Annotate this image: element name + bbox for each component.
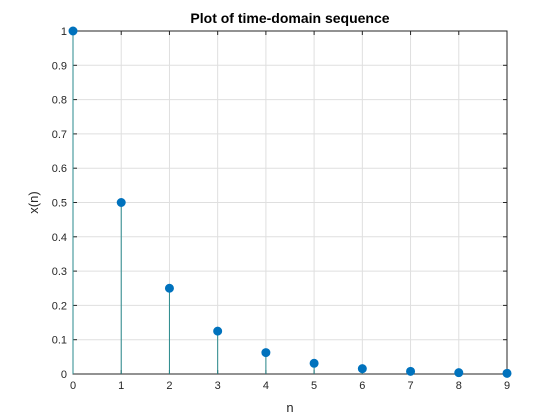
x-tick-label: 4: [263, 380, 269, 392]
stem-marker: [261, 348, 271, 358]
y-tick-label: 0.8: [52, 95, 67, 107]
y-tick-label: 0.1: [52, 335, 67, 347]
x-tick-label: 8: [456, 380, 462, 392]
y-tick-label: 0.9: [52, 60, 67, 72]
x-tick-label: 7: [407, 380, 413, 392]
stem-marker: [164, 283, 174, 293]
stem-marker: [68, 26, 78, 36]
markers: [68, 26, 512, 378]
stem-marker: [357, 364, 367, 374]
y-tick-label: 0: [61, 369, 67, 381]
y-tick-label: 1: [61, 26, 67, 38]
x-tick-label: 0: [70, 380, 76, 392]
x-tick-label: 6: [359, 380, 365, 392]
stem-marker: [116, 198, 126, 207]
y-tick-label: 0.4: [52, 232, 67, 244]
y-tick-label: 0.7: [52, 129, 67, 141]
grid-lines: [72, 30, 508, 375]
y-tick-labels: 0 0.1 0.2 0.3 0.4 0.5 0.6 0.7 0.8 0.9 1: [52, 26, 67, 381]
x-tick-labels: 0 1 2 3 4 5 6 7 8 9: [70, 380, 510, 392]
x-tick-label: 5: [311, 380, 317, 392]
stem-marker: [213, 326, 223, 336]
x-tick-label: 9: [504, 380, 510, 392]
x-tick-label: 2: [166, 380, 172, 392]
stem-marker: [454, 368, 464, 378]
x-tick-label: 1: [118, 380, 124, 392]
y-tick-label: 0.5: [52, 198, 67, 210]
y-axis-label: x(n): [26, 191, 41, 213]
y-tick-label: 0.3: [52, 266, 67, 278]
stem-marker: [309, 358, 319, 368]
x-axis-label: n: [286, 400, 293, 415]
y-tick-label: 0.2: [52, 300, 67, 312]
chart-title: Plot of time-domain sequence: [190, 10, 389, 26]
y-tick-label: 0.6: [52, 163, 67, 175]
stem-marker: [406, 366, 416, 376]
stem-marker: [502, 368, 512, 378]
x-tick-label: 3: [215, 380, 221, 392]
